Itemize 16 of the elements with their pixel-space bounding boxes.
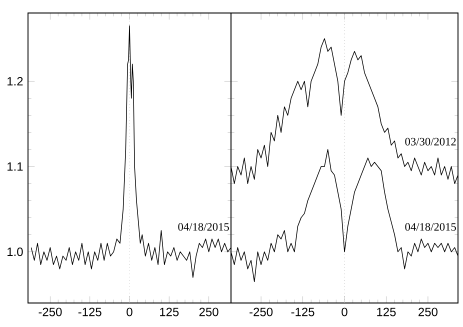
x-tick-label: -250: [38, 308, 62, 316]
x-tick-label: -250: [250, 308, 273, 316]
x-tick-label: 125: [377, 308, 396, 316]
y-tick-label: 1.1: [8, 162, 23, 171]
x-tick-label: -125: [78, 308, 102, 316]
x-tick-label: 0: [342, 308, 348, 316]
x-tick-label: 250: [199, 308, 218, 316]
x-tick-label: 125: [160, 308, 179, 316]
x-tick-label: 0: [126, 308, 132, 316]
x-tick-label: 250: [418, 308, 438, 316]
series-label: 03/30/2012: [405, 138, 456, 146]
y-tick-label: 1.0: [8, 248, 23, 256]
series-label: 04/18/2015: [178, 223, 229, 231]
x-tick-label: -125: [291, 308, 314, 316]
y-tick-label: 1.2: [8, 77, 23, 86]
series-label: 04/18/2015: [405, 223, 456, 231]
